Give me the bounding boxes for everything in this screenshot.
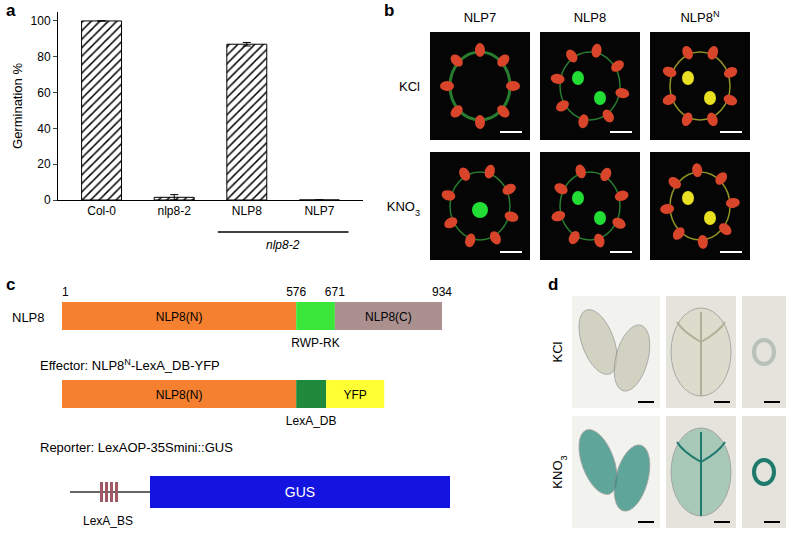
svg-text:671: 671: [325, 285, 345, 299]
svg-text:1: 1: [62, 285, 69, 299]
svg-text:80: 80: [37, 50, 51, 64]
svg-text:RWP-RK: RWP-RK: [291, 336, 339, 350]
svg-text:b: b: [384, 1, 394, 20]
svg-text:KCl: KCl: [550, 341, 565, 362]
svg-text:0: 0: [44, 193, 51, 207]
svg-text:KNO3: KNO3: [387, 199, 420, 218]
svg-text:NLP8(N): NLP8(N): [156, 388, 203, 402]
svg-text:40: 40: [37, 122, 51, 136]
svg-text:576: 576: [286, 285, 306, 299]
svg-text:Effector: NLP8N-LexA_DB-YFP: Effector: NLP8N-LexA_DB-YFP: [40, 357, 220, 373]
svg-text:NLP8: NLP8: [574, 10, 607, 25]
svg-text:nlp8-2: nlp8-2: [158, 204, 192, 218]
svg-text:NLP8(N): NLP8(N): [156, 310, 203, 324]
svg-text:100: 100: [31, 14, 51, 28]
svg-text:NLP7: NLP7: [464, 10, 497, 25]
svg-text:934: 934: [432, 285, 452, 299]
svg-text:a: a: [6, 1, 16, 20]
svg-text:60: 60: [37, 86, 51, 100]
svg-text:NLP7: NLP7: [304, 204, 334, 218]
svg-text:nlp8-2: nlp8-2: [266, 238, 300, 252]
svg-text:NLP8(C): NLP8(C): [365, 310, 412, 324]
svg-text:c: c: [6, 275, 15, 294]
svg-text:LexA_DB: LexA_DB: [286, 414, 337, 428]
svg-text:Reporter: LexAOP-35Smini::GUS: Reporter: LexAOP-35Smini::GUS: [40, 440, 233, 455]
svg-text:Col-0: Col-0: [87, 204, 116, 218]
svg-text:KNO3: KNO3: [550, 455, 569, 488]
svg-text:KCl: KCl: [399, 79, 420, 94]
svg-text:20: 20: [37, 157, 51, 171]
svg-text:NLP8: NLP8: [232, 204, 262, 218]
svg-text:LexA_BS: LexA_BS: [83, 514, 133, 528]
svg-text:NLP8: NLP8: [12, 310, 45, 325]
svg-text:YFP: YFP: [344, 388, 367, 402]
svg-text:Germination %: Germination %: [10, 63, 25, 149]
svg-text:NLP8N: NLP8N: [680, 9, 719, 25]
svg-text:d: d: [548, 275, 558, 294]
svg-text:GUS: GUS: [285, 484, 315, 500]
